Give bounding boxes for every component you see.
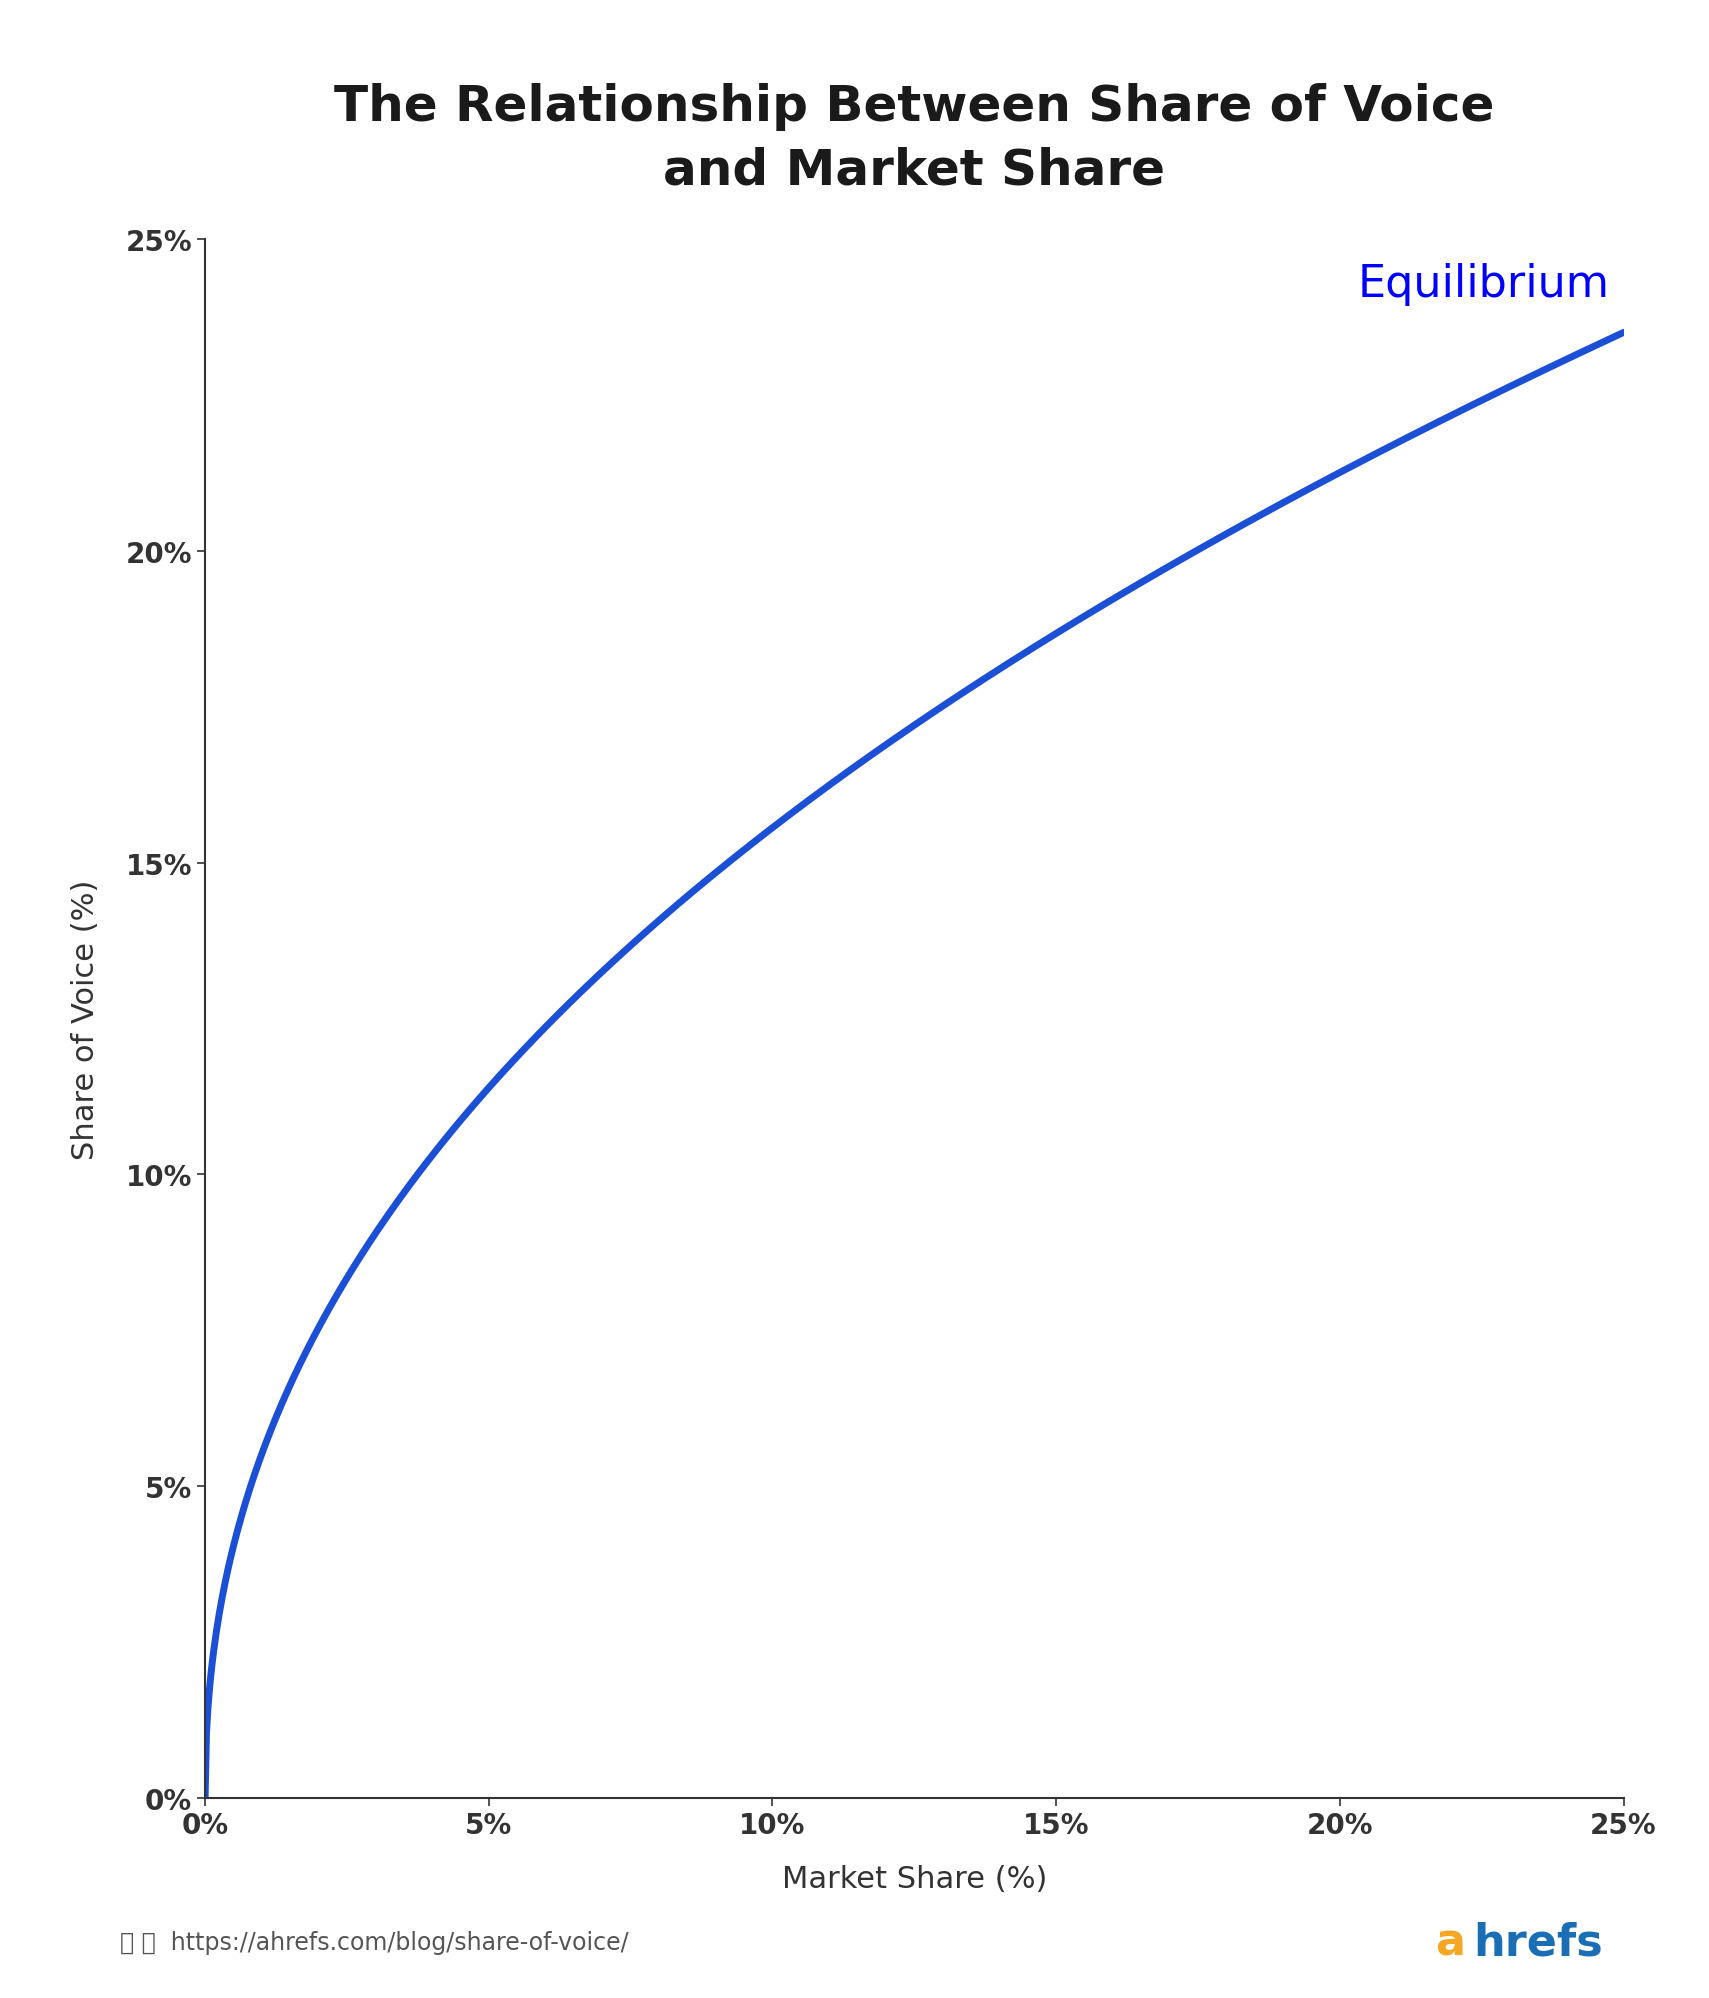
X-axis label: Market Share (%): Market Share (%) <box>781 1864 1048 1894</box>
Text: a: a <box>1436 1920 1466 1964</box>
Y-axis label: Share of Voice (%): Share of Voice (%) <box>72 879 101 1159</box>
Title: The Relationship Between Share of Voice
and Market Share: The Relationship Between Share of Voice … <box>335 84 1494 194</box>
Text: ⓒ ⓘ  https://ahrefs.com/blog/share-of-voice/: ⓒ ⓘ https://ahrefs.com/blog/share-of-voi… <box>120 1930 629 1954</box>
Text: Equilibrium: Equilibrium <box>1357 264 1610 306</box>
Text: hrefs: hrefs <box>1473 1920 1603 1964</box>
